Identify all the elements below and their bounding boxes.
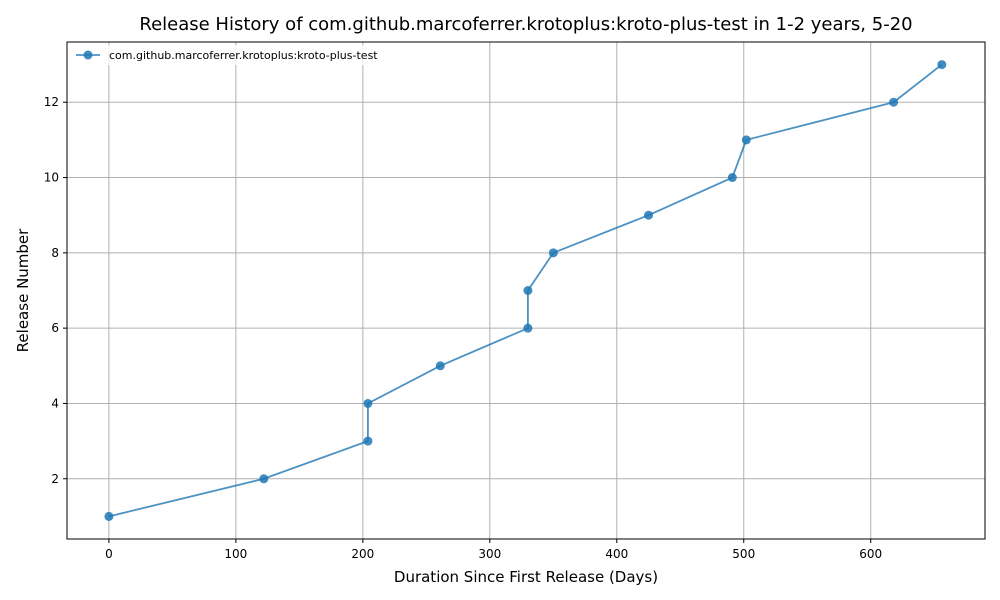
data-point: [523, 323, 533, 333]
y-tick-label: 6: [51, 321, 59, 335]
x-tick-label: 500: [732, 547, 755, 561]
plot-frame: [66, 41, 986, 540]
data-point: [727, 173, 737, 183]
data-point: [889, 97, 899, 107]
x-tick-label: 0: [105, 547, 113, 561]
data-point: [435, 361, 445, 371]
grid-lines: [67, 42, 985, 539]
legend: com.github.marcoferrer.krotoplus:kroto-p…: [71, 45, 411, 65]
data-point: [104, 511, 114, 521]
y-tick-label: 4: [51, 396, 59, 410]
legend-entry-label: com.github.marcoferrer.krotoplus:kroto-p…: [109, 49, 378, 62]
data-point: [548, 248, 558, 258]
axis-ticks: 0 100 200 300 400 500 600 2 4 6 8 10 12: [44, 95, 882, 561]
data-point: [937, 60, 947, 70]
legend-box: [71, 45, 411, 65]
y-tick-label: 12: [44, 95, 59, 109]
legend-marker-swatch: [83, 50, 93, 60]
x-tick-label: 100: [224, 547, 247, 561]
x-tick-label: 300: [478, 547, 501, 561]
data-point: [363, 436, 373, 446]
data-point: [644, 210, 654, 220]
y-tick-label: 10: [44, 171, 59, 185]
x-tick-label: 200: [351, 547, 374, 561]
x-axis-label: Duration Since First Release (Days): [394, 568, 658, 586]
data-point: [523, 286, 533, 295]
x-tick-label: 400: [605, 547, 628, 561]
data-point: [363, 398, 373, 408]
y-axis-label: Release Number: [14, 228, 32, 352]
chart-title: Release History of com.github.marcoferre…: [139, 14, 912, 35]
y-tick-label: 2: [51, 472, 59, 486]
y-tick-label: 8: [51, 246, 59, 260]
data-point: [741, 135, 751, 145]
data-point: [259, 474, 269, 484]
x-tick-label: 600: [859, 547, 882, 561]
series-layer: [104, 60, 947, 521]
